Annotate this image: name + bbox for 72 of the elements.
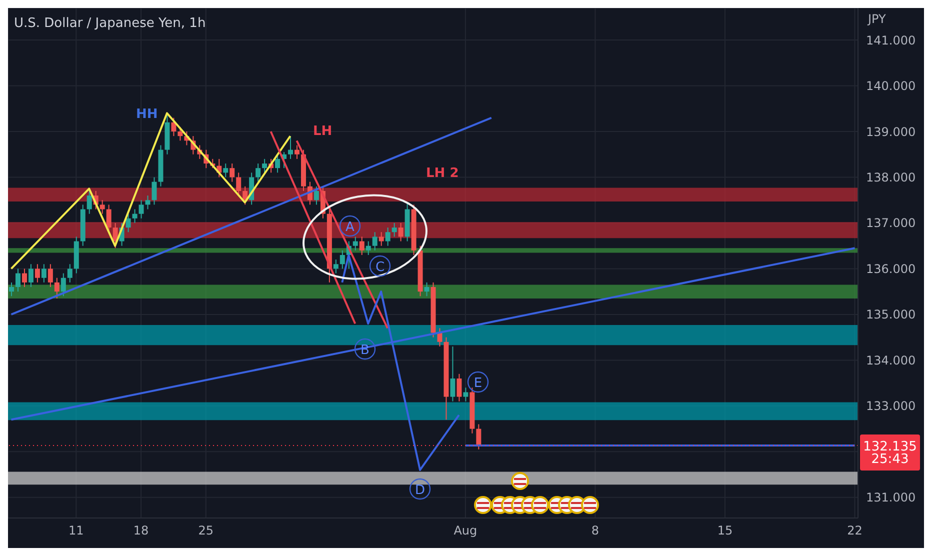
y-tick-label: 138.000 xyxy=(866,170,916,184)
annotation: HH xyxy=(136,107,158,122)
candlestick xyxy=(450,346,456,402)
x-tick-label: 25 xyxy=(198,524,214,538)
text: 25:43 xyxy=(871,452,909,467)
candlestick xyxy=(15,268,20,292)
candlestick xyxy=(112,222,118,249)
x-tick-label: 11 xyxy=(68,524,84,538)
candlestick xyxy=(106,204,112,233)
y-tick-label: 139.000 xyxy=(866,124,916,139)
candlestick xyxy=(456,373,462,402)
candlestick xyxy=(372,232,378,251)
candlestick xyxy=(145,195,150,210)
candlestick xyxy=(28,264,34,288)
candlestick xyxy=(60,272,66,297)
x-tick-label: 15 xyxy=(717,524,733,538)
y-tick-label: 134.000 xyxy=(866,353,916,368)
candlestick xyxy=(22,268,27,288)
text: U.S. Dollar / Japanese Yen, 1h xyxy=(14,16,206,31)
annotation: D xyxy=(414,483,426,498)
candlestick xyxy=(437,328,442,347)
candlestick xyxy=(100,200,105,214)
annotation: A xyxy=(346,220,355,235)
candlestick xyxy=(67,264,72,283)
candlestick xyxy=(41,264,46,283)
y-tick-label: 140.000 xyxy=(866,79,916,94)
annotation: LH 2 xyxy=(426,166,459,181)
candlestick xyxy=(314,186,319,206)
candlestick xyxy=(230,163,235,182)
candlestick xyxy=(398,222,404,242)
candlestick xyxy=(340,250,345,270)
x-tick-label: Aug xyxy=(454,524,478,538)
candlestick xyxy=(48,264,53,288)
candlestick xyxy=(288,136,294,160)
x-tick-label: 8 xyxy=(591,524,600,538)
candlestick xyxy=(476,424,482,450)
candlestick xyxy=(54,277,60,299)
candlestick xyxy=(256,163,261,182)
candlestick xyxy=(352,236,358,251)
candlestick xyxy=(359,236,364,256)
candlestick xyxy=(152,176,157,206)
y-axis-title: JPY xyxy=(868,12,886,26)
candlestick xyxy=(126,213,131,233)
candlestick xyxy=(378,232,384,246)
y-tick-label: 137.000 xyxy=(866,216,916,230)
annotation: E xyxy=(474,376,482,391)
x-tick-label: 18 xyxy=(133,524,149,538)
candlestick xyxy=(366,240,371,256)
y-tick-label: 131.000 xyxy=(866,490,916,505)
candlestick xyxy=(392,222,397,238)
y-tick-label: 135.000 xyxy=(866,308,916,322)
candlestick xyxy=(9,282,14,297)
candlestick xyxy=(138,200,144,219)
candlestick xyxy=(171,117,176,137)
candlestick xyxy=(385,227,390,246)
candlestick xyxy=(294,144,300,160)
candlestick xyxy=(333,259,338,274)
candlestick xyxy=(132,208,138,224)
candlestick xyxy=(223,163,228,178)
y-tick-label: 133.000 xyxy=(866,399,916,414)
x-tick-label: 22 xyxy=(847,524,862,538)
annotation: C xyxy=(375,260,385,275)
candlestick xyxy=(463,387,468,402)
y-tick-label: 141.000 xyxy=(866,33,916,48)
candlestick xyxy=(275,154,280,174)
y-tick-label: 136.000 xyxy=(866,262,916,276)
ref-line-label: 132.135 xyxy=(863,440,917,454)
candlestick xyxy=(424,282,430,297)
candlestick xyxy=(236,172,242,196)
candlestick xyxy=(262,158,268,174)
candlestick xyxy=(34,264,40,283)
annotation: LH xyxy=(313,124,332,139)
